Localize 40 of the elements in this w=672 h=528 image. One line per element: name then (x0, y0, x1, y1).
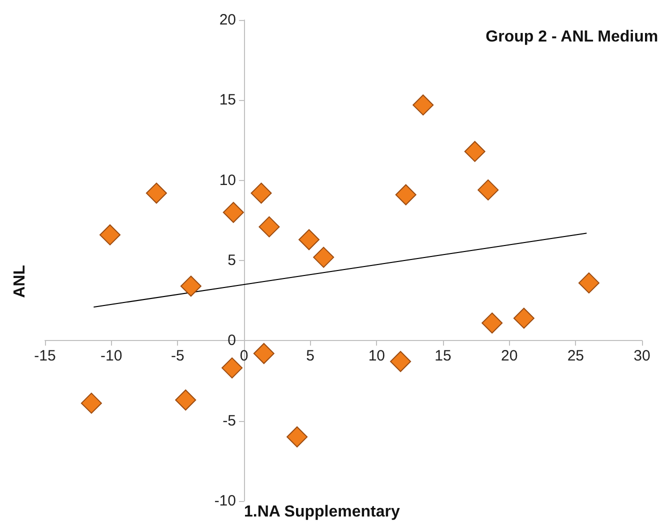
point (286, 426, 308, 448)
point (253, 342, 274, 364)
point (390, 351, 412, 372)
point (478, 179, 499, 200)
point (464, 140, 486, 162)
x-tick-label: -15 (34, 348, 56, 365)
point (578, 272, 600, 294)
x-tick-label: 25 (567, 348, 584, 365)
point (395, 184, 416, 206)
x-tick-label: 30 (634, 348, 650, 365)
point (146, 182, 167, 204)
point (250, 182, 272, 204)
text: Group 2 - ANL Medium (486, 28, 658, 46)
y-tick-label: 10 (219, 172, 236, 189)
x-tick-label: 0 (240, 348, 248, 365)
y-tick-label: 15 (219, 92, 236, 109)
y-axis-title: ANL (12, 264, 28, 298)
point (100, 224, 121, 246)
point (180, 276, 202, 297)
point (80, 392, 102, 414)
point (482, 312, 503, 334)
point (313, 246, 334, 268)
x-tick-label: -5 (170, 348, 184, 365)
y-tick-label: -5 (222, 412, 236, 430)
point (298, 229, 320, 250)
x-tick-label: 5 (306, 348, 315, 365)
x-axis-title: 1.NA Supplementary (244, 504, 400, 520)
x-tick-label: -10 (100, 348, 122, 365)
point (513, 308, 534, 329)
x-tick-label: 20 (500, 348, 518, 365)
y-tick-label: 0 (228, 332, 236, 350)
x-tick-label: 15 (434, 348, 452, 365)
point (175, 389, 196, 410)
point (222, 202, 244, 223)
point (258, 216, 280, 238)
y-tick-label: 5 (228, 252, 236, 269)
x-tick-label: 10 (368, 348, 386, 365)
y-tick-label: 20 (219, 12, 236, 28)
y-tick-label: -10 (214, 492, 236, 510)
point (412, 94, 434, 116)
